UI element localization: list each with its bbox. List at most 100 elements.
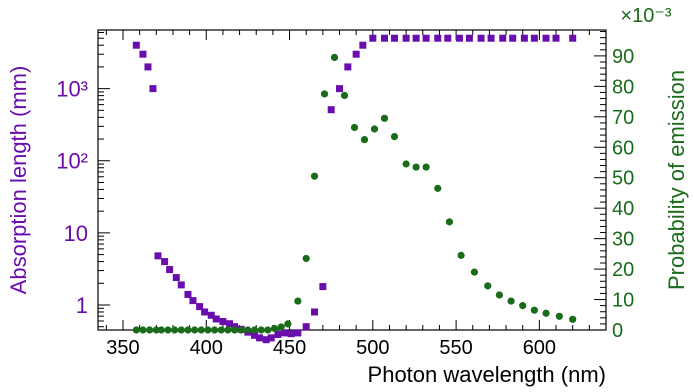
emission-probability-point — [244, 326, 252, 334]
emission-probability-point — [139, 326, 147, 334]
emission-probability-point — [230, 326, 239, 334]
right-y-axis-ticks: 0 10 20 30 40 50 60 70 80 90 — [594, 31, 634, 342]
emission-probability-point — [340, 91, 349, 100]
absorption-length-point — [552, 34, 560, 42]
emission-probability-point — [402, 160, 410, 168]
absorption-length-point — [166, 266, 174, 274]
absorption-length-point — [477, 34, 485, 42]
plot-frame-border — [97, 29, 607, 331]
right-y-tick-label: 20 — [612, 259, 634, 281]
x-tick-label: 600 — [523, 337, 556, 359]
emission-probability-series — [132, 53, 577, 334]
emission-probability-point — [250, 326, 259, 334]
emission-probability-point — [177, 326, 185, 334]
emission-probability-point — [224, 326, 232, 334]
emission-probability-point — [257, 326, 265, 334]
emission-probability-point — [542, 309, 550, 317]
emission-probability-point — [484, 282, 492, 290]
absorption-length-point — [132, 41, 140, 49]
emission-probability-point — [360, 136, 369, 144]
absorption-length-point — [499, 34, 507, 42]
absorption-length-point — [281, 329, 289, 337]
emission-probability-point — [157, 326, 165, 334]
absorption-length-point — [444, 34, 452, 42]
emission-probability-point — [380, 114, 389, 122]
plot-frame — [97, 29, 607, 331]
left-y-tick-label: 1 — [76, 293, 88, 318]
absorption-length-point — [412, 34, 420, 42]
emission-probability-point — [264, 326, 272, 334]
absorption-length-point — [352, 50, 360, 58]
absorption-length-point — [149, 85, 157, 93]
absorption-length-point — [465, 34, 473, 42]
absorption-length-point — [530, 34, 538, 42]
absorption-length-point — [402, 34, 410, 42]
data-series — [132, 34, 577, 344]
absorption-length-point — [201, 308, 209, 316]
emission-probability-point — [277, 323, 285, 331]
x-tick-label: 400 — [190, 337, 223, 359]
emission-probability-point — [569, 315, 577, 323]
absorption-length-point — [487, 34, 495, 42]
absorption-length-point — [267, 334, 275, 342]
right-y-tick-label: 60 — [612, 137, 634, 159]
right-y-tick-label: 90 — [612, 46, 634, 68]
absorption-length-point — [219, 318, 227, 326]
emission-probability-point — [390, 132, 399, 141]
emission-probability-point — [457, 251, 465, 259]
absorption-length-point — [139, 50, 147, 58]
right-y-tick-label: 30 — [612, 229, 634, 251]
x-tick-label: 350 — [106, 337, 139, 359]
emission-probability-point — [519, 302, 527, 310]
absorption-length-point — [274, 330, 282, 338]
absorption-length-point — [311, 308, 319, 316]
absorption-length-point — [542, 34, 550, 42]
emission-probability-point — [191, 326, 199, 334]
emission-probability-point — [294, 297, 302, 305]
absorption-length-point — [455, 34, 463, 42]
emission-probability-point — [330, 53, 339, 62]
absorption-length-point — [251, 331, 259, 339]
left-y-tick-label: 10² — [56, 149, 88, 174]
emission-probability-point — [507, 297, 515, 305]
emission-probability-point — [555, 312, 563, 320]
emission-probability-point — [320, 90, 329, 98]
right-y-tick-label: 80 — [612, 76, 634, 98]
absorption-length-point — [196, 303, 204, 311]
absorption-length-point — [294, 329, 302, 337]
emission-probability-point — [445, 218, 454, 226]
emission-probability-point — [434, 184, 442, 192]
absorption-length-point — [422, 34, 430, 42]
x-tick-label: 550 — [439, 337, 472, 359]
absorption-length-point — [161, 258, 169, 266]
emission-probability-point — [412, 163, 420, 171]
emission-probability-point — [217, 326, 225, 334]
absorption-length-point — [390, 34, 398, 42]
absorption-length-point — [380, 34, 388, 42]
absorption-length-point — [256, 334, 264, 342]
emission-probability-point — [184, 326, 192, 334]
emission-probability-point — [284, 320, 292, 328]
right-y-tick-label: 0 — [612, 320, 623, 342]
absorption-length-point — [189, 297, 197, 305]
emission-probability-point — [470, 268, 479, 276]
right-y-axis-title: Probability of emission — [664, 70, 689, 290]
absorption-length-point — [262, 336, 270, 344]
left-y-axis-title: Absorption length (mm) — [6, 66, 31, 295]
absorption-length-point — [319, 283, 327, 291]
right-axis-multiplier: ×10⁻³ — [620, 5, 671, 27]
right-y-tick-label: 70 — [612, 107, 634, 129]
x-axis-title: Photon wavelength (nm) — [368, 362, 606, 387]
absorption-length-point — [144, 63, 152, 71]
absorption-length-point — [344, 63, 352, 71]
absorption-length-point — [434, 34, 442, 42]
emission-probability-point — [422, 163, 430, 171]
absorption-length-point — [287, 330, 295, 338]
absorption-length-series — [132, 34, 577, 344]
emission-probability-point — [204, 326, 212, 334]
absorption-length-point — [177, 281, 185, 289]
absorption-length-point — [172, 274, 180, 282]
right-y-tick-label: 40 — [612, 198, 634, 220]
emission-probability-point — [146, 326, 154, 334]
